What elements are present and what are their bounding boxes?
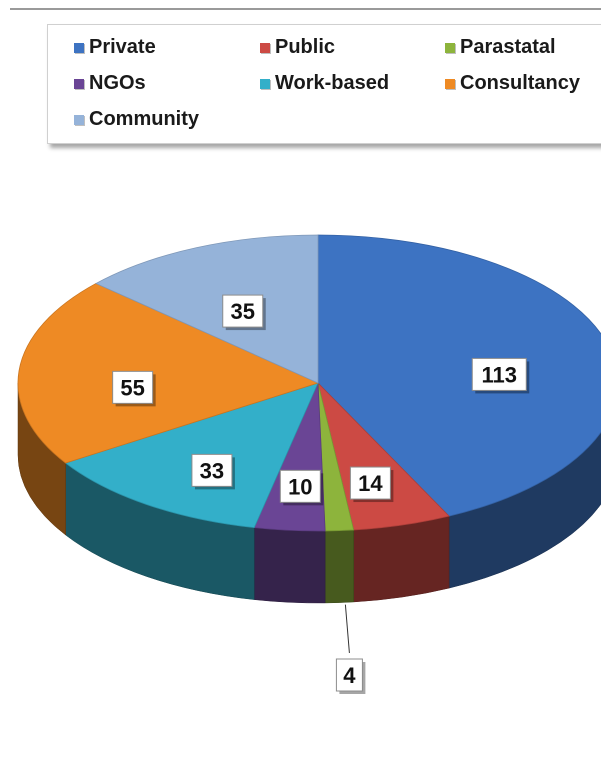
pie-side-parastatal: [325, 530, 353, 603]
data-label-value: 35: [231, 299, 255, 324]
data-label-value: 4: [343, 663, 356, 688]
data-label-value: 10: [288, 474, 312, 499]
leader-line-parastatal: [345, 605, 349, 653]
data-label-community: 35: [223, 295, 266, 330]
data-label-ngos: 10: [280, 470, 323, 505]
data-label-work-based: 33: [192, 454, 235, 489]
data-label-consultancy: 55: [113, 371, 156, 406]
pie-side-ngos: [254, 528, 325, 603]
data-label-value: 33: [200, 458, 224, 483]
data-label-parastatal: 4: [336, 659, 365, 694]
data-label-value: 14: [358, 471, 383, 496]
data-label-public: 14: [350, 467, 393, 502]
data-label-value: 55: [120, 375, 144, 400]
data-label-value: 113: [482, 362, 518, 387]
data-label-private: 113: [472, 358, 529, 393]
